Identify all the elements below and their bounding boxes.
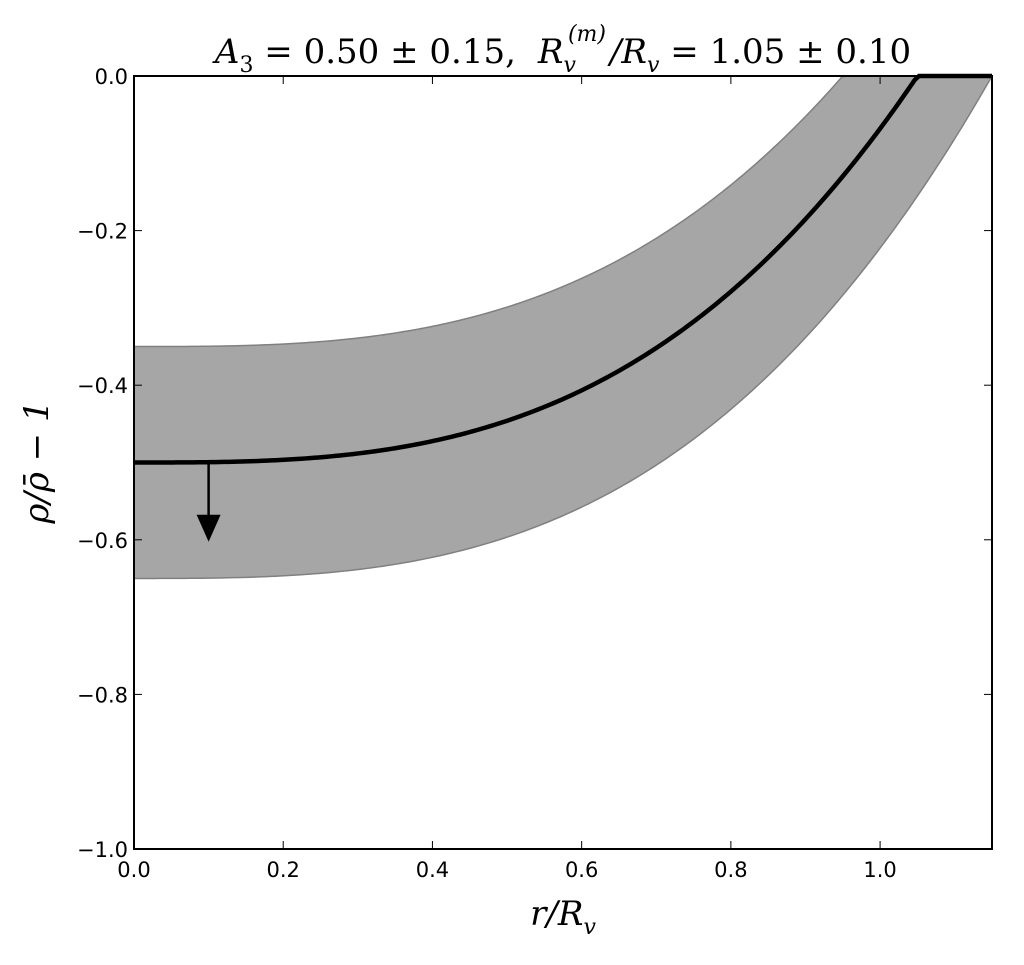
y-tick-label: 0.0	[95, 65, 128, 89]
chart-title: A3 = 0.50 ± 0.15, Rv(m)/Rv = 1.05 ± 0.10	[212, 22, 911, 78]
x-tick-label: 1.0	[863, 858, 896, 882]
axis-ticks: 0.0 0.2 0.4 0.6 0.8 1.0 0.0 −0.2 −0.4 −0.6 −0.8 −1.…	[77, 65, 992, 882]
down-arrow-icon	[196, 514, 221, 542]
y-tick-label: −0.4	[77, 374, 128, 398]
y-tick-label: −0.2	[77, 220, 128, 244]
y-tick-label: −1.0	[77, 838, 128, 862]
band-lower-edge	[133, 75, 993, 580]
x-axis-label: r/Rv	[530, 894, 596, 940]
x-tick-label: 0.8	[714, 858, 747, 882]
y-tick-label: −0.6	[77, 529, 128, 553]
x-tick-label: 0.4	[416, 858, 449, 882]
x-tick-label: 0.6	[565, 858, 598, 882]
y-axis-label: ρ/ρ̄ − 1	[17, 400, 57, 524]
axes-frame	[133, 75, 993, 850]
plot-area	[133, 73, 993, 580]
x-tick-label: 0.0	[117, 858, 150, 882]
x-tick-label: 0.2	[267, 858, 300, 882]
central-profile-line	[133, 73, 992, 465]
y-tick-label: −0.8	[77, 683, 128, 707]
